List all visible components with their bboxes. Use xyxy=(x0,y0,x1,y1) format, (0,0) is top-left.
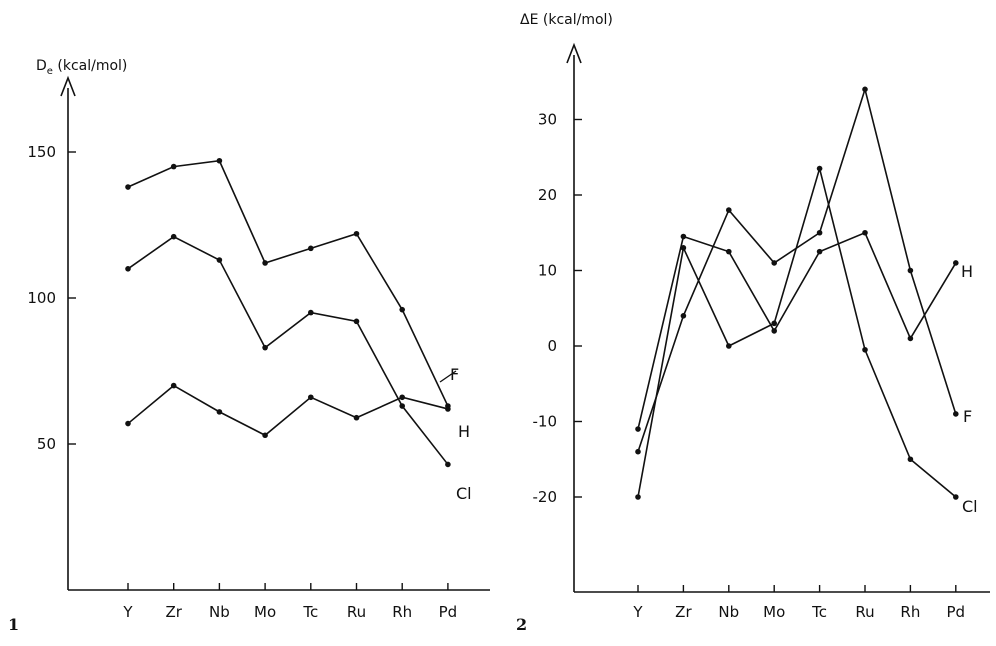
y-tick-label-p2-4: 20 xyxy=(538,186,557,204)
y-axis-arrow-2 xyxy=(566,42,582,64)
data-point-p1-f-tc xyxy=(308,245,314,252)
panel-label-1: 1 xyxy=(8,615,19,634)
series-label-p2-h: H xyxy=(961,262,973,281)
series-label-p1-h: H xyxy=(458,422,470,441)
series-label-p2-f: F xyxy=(963,407,972,426)
data-point-p1-f-mo xyxy=(262,260,268,266)
y-axis-label-1-main: D xyxy=(36,58,47,74)
data-point-p1-h-mo xyxy=(262,432,268,439)
series-line-p1-cl xyxy=(127,235,449,465)
data-point-p1-cl-nb xyxy=(216,257,223,263)
data-point-p2-h-pd xyxy=(953,260,959,266)
x-tick-label-p1-ru: Ru xyxy=(347,603,366,621)
x-tick-label-p1-zr: Zr xyxy=(165,603,182,621)
y-axis-label-1: De (kcal/mol) xyxy=(36,58,127,77)
data-point-p2-f-nb xyxy=(726,207,732,213)
y-axis-arrow-1 xyxy=(60,75,76,97)
data-point-p1-h-tc xyxy=(308,394,314,401)
data-point-p1-cl-rh xyxy=(399,403,406,409)
data-point-p2-cl-tc xyxy=(816,165,823,172)
series-label-leader-p1-f xyxy=(439,370,457,383)
y-tick-label-p2-0: -20 xyxy=(533,488,558,506)
data-point-p2-h-mo xyxy=(771,328,777,334)
data-point-p2-h-nb xyxy=(726,248,732,255)
data-point-p2-f-pd xyxy=(953,411,959,417)
x-tick-label-p1-mo: Mo xyxy=(254,603,276,621)
x-tick-label-p2-rh: Rh xyxy=(900,603,920,621)
data-point-p1-f-y xyxy=(125,184,131,190)
y-axis-label-1-sub: e xyxy=(47,66,53,77)
y-tick-label-p2-2: 0 xyxy=(547,337,557,355)
data-point-p2-h-y xyxy=(635,426,641,432)
data-point-p1-cl-mo xyxy=(262,344,268,351)
series-line-p1-f xyxy=(127,159,449,407)
data-point-p1-cl-ru xyxy=(353,318,360,325)
data-point-p1-h-y xyxy=(125,420,131,427)
x-tick-label-p1-nb: Nb xyxy=(209,603,230,621)
data-point-p2-cl-zr xyxy=(680,245,687,251)
y-tick-label-p1-0: 50 xyxy=(37,435,56,453)
series-line-p2-h xyxy=(637,231,957,430)
data-point-p2-h-tc xyxy=(816,248,823,255)
data-point-p2-cl-rh xyxy=(907,456,914,463)
series-label-p1-cl: Cl xyxy=(456,484,472,503)
x-tick-label-p2-ru: Ru xyxy=(855,603,874,621)
x-tick-label-p1-y: Y xyxy=(122,603,133,621)
data-point-p2-cl-pd xyxy=(953,494,959,500)
x-tick-label-p2-pd: Pd xyxy=(947,603,966,621)
x-tick-label-p1-rh: Rh xyxy=(392,603,412,621)
data-point-p2-cl-ru xyxy=(862,346,868,353)
x-tick-label-p2-tc: Tc xyxy=(811,603,827,621)
data-point-p1-cl-y xyxy=(125,266,131,272)
x-tick-label-p2-zr: Zr xyxy=(675,603,692,621)
data-point-p2-f-tc xyxy=(816,229,823,236)
data-point-p1-f-zr xyxy=(170,163,177,170)
y-axis-label-1-unit: (kcal/mol) xyxy=(53,58,127,74)
data-point-p2-f-zr xyxy=(680,313,687,319)
series-label-p1-f: F xyxy=(450,365,459,384)
data-point-p2-cl-nb xyxy=(726,343,732,349)
chart-panel-2: ΔE (kcal/mol) 2 -20 -10 0 10 20 30 Y Zr Nb Mo Tc Ru… xyxy=(516,12,990,634)
x-tick-label-p1-pd: Pd xyxy=(439,603,458,621)
x-tick-label-p2-mo: Mo xyxy=(763,603,785,621)
y-tick-label-p2-3: 10 xyxy=(538,262,557,280)
y-tick-label-p1-1: 100 xyxy=(27,289,56,307)
data-point-p2-f-y xyxy=(635,448,641,455)
data-point-p2-f-mo xyxy=(771,260,777,266)
data-point-p1-f-rh xyxy=(399,306,406,313)
y-axis-label-2: ΔE (kcal/mol) xyxy=(520,12,613,28)
data-point-p1-h-pd xyxy=(445,406,451,412)
data-point-p2-h-zr xyxy=(680,233,687,240)
data-point-p2-h-rh xyxy=(907,335,914,342)
series-label-p2-cl: Cl xyxy=(962,497,978,516)
data-point-p1-cl-pd xyxy=(445,461,451,468)
series-line-p2-cl xyxy=(637,165,957,498)
data-point-p1-h-rh xyxy=(399,394,406,401)
y-tick-label-p2-5: 30 xyxy=(538,111,557,129)
x-tick-label-p1-tc: Tc xyxy=(302,603,318,621)
data-point-p2-f-rh xyxy=(907,267,914,274)
x-tick-label-p2-nb: Nb xyxy=(718,603,739,621)
data-point-p2-h-ru xyxy=(862,229,868,236)
data-point-p1-cl-zr xyxy=(170,233,177,240)
chart-panel-1: De (kcal/mol) 1 50 100 150 Y Zr Nb Mo Tc Ru Rh Pd F… xyxy=(8,58,490,634)
data-point-p1-h-nb xyxy=(216,409,223,415)
y-tick-label-p2-1: -10 xyxy=(533,413,558,431)
data-point-p1-h-zr xyxy=(170,382,177,389)
data-point-p1-h-ru xyxy=(353,414,360,421)
y-tick-label-p1-2: 150 xyxy=(27,143,56,161)
data-point-p1-cl-tc xyxy=(308,309,314,316)
series-line-p1-h xyxy=(127,384,449,437)
data-point-p2-cl-y xyxy=(635,494,641,500)
data-point-p1-f-nb xyxy=(216,157,223,164)
panel-label-2: 2 xyxy=(516,615,527,634)
data-point-p2-f-ru xyxy=(862,86,868,93)
data-point-p2-cl-mo xyxy=(771,320,777,327)
data-point-p1-f-ru xyxy=(353,230,360,237)
x-tick-label-p2-y: Y xyxy=(632,603,643,621)
